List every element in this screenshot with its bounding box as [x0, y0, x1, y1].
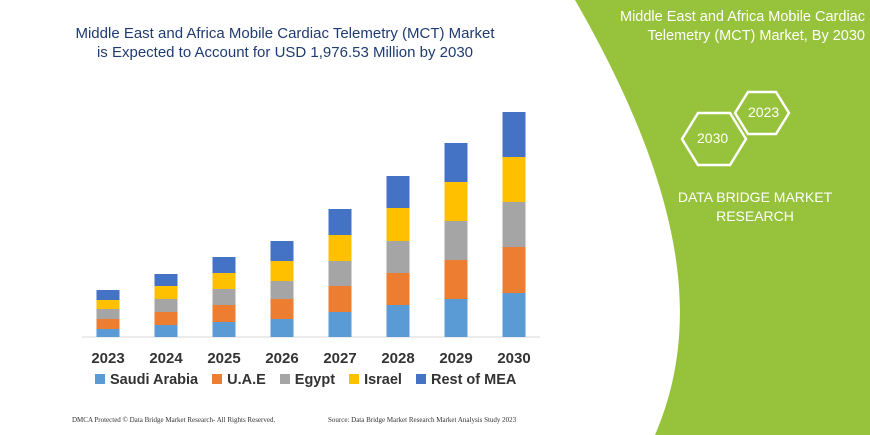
brand-line-2: RESEARCH	[716, 208, 794, 224]
bar-2027-saudi-arabia	[328, 312, 352, 337]
green-panel	[575, 0, 870, 435]
legend-item: U.A.E	[212, 372, 266, 388]
panel-title-line-2: Telemetry (MCT) Market, By 2030	[647, 28, 865, 44]
bar-2028-israel	[386, 208, 410, 241]
title-line-2: is Expected to Account for USD 1,976.53 …	[96, 44, 474, 61]
bar-2029-saudi-arabia	[444, 299, 468, 337]
bar-2029-u-a-e	[444, 260, 468, 299]
x-tick-label: 2024	[149, 350, 183, 367]
title-line-1: Middle East and Africa Mobile Cardiac Te…	[75, 25, 495, 42]
bar-2026-egypt	[270, 281, 294, 299]
hexagon-2030	[680, 111, 748, 167]
bar-2028-rest-of-mea	[386, 176, 410, 208]
bar-2027-egypt	[328, 261, 352, 286]
panel-title-line-1: Middle East and Africa Mobile Cardiac	[619, 9, 865, 25]
legend-swatch	[349, 374, 360, 384]
bar-2030-rest-of-mea	[502, 112, 526, 157]
bar-2027-u-a-e	[328, 286, 352, 312]
bar-2029-israel	[444, 182, 468, 221]
legend-label: Rest of MEA	[430, 372, 517, 388]
x-tick-label: 2030	[497, 350, 530, 367]
bar-2023-egypt	[96, 309, 120, 319]
bar-2028-egypt	[386, 241, 410, 273]
panel-title: Middle East and Africa Mobile Cardiac Te…	[600, 8, 865, 46]
bar-2027-rest-of-mea	[328, 209, 352, 235]
legend-label: Egypt	[294, 372, 336, 388]
legend-label: Israel	[364, 372, 402, 388]
bar-2025-israel	[212, 273, 236, 289]
bar-2024-rest-of-mea	[154, 274, 178, 286]
bar-2024-u-a-e	[154, 312, 178, 325]
bar-2023-saudi-arabia	[96, 329, 120, 337]
x-tick-label: 2028	[381, 350, 414, 367]
legend-swatch	[415, 374, 426, 384]
hex-label-2030: 2030	[697, 130, 729, 146]
legend-item: Egypt	[279, 372, 336, 388]
bar-2023-u-a-e	[96, 319, 120, 329]
x-tick-label: 2027	[323, 350, 356, 367]
x-tick-label: 2026	[265, 350, 298, 367]
bar-2030-saudi-arabia	[502, 293, 526, 337]
bar-2025-u-a-e	[212, 305, 236, 322]
brand-line-1: DATA BRIDGE MARKET	[677, 189, 833, 205]
bar-2029-egypt	[444, 221, 468, 260]
legend-swatch	[212, 374, 223, 384]
bar-2028-u-a-e	[386, 273, 410, 305]
bar-2023-israel	[96, 300, 120, 309]
bar-2030-egypt	[502, 202, 526, 247]
bars	[96, 112, 526, 337]
bar-2023-rest-of-mea	[96, 290, 120, 300]
legend-swatch	[95, 374, 105, 384]
hexagon-2023	[733, 90, 791, 136]
legend-item: Rest of MEA	[415, 372, 517, 388]
x-tick-label: 2023	[91, 350, 124, 367]
bar-2025-egypt	[212, 289, 236, 305]
bar-2024-egypt	[154, 299, 178, 312]
x-tick-label: 2029	[439, 350, 472, 367]
footer-source: Source: Data Bridge Market Research Mark…	[328, 416, 517, 424]
footer-copyright: DMCA Protected © Data Bridge Market Rese…	[72, 416, 276, 424]
hex-label-2023: 2023	[748, 104, 780, 120]
chart-title: Middle East and Africa Mobile Cardiac Te…	[60, 24, 510, 62]
legend-label: Saudi Arabia	[110, 372, 199, 388]
brand-text: DATA BRIDGE MARKET RESEARCH	[660, 188, 850, 226]
x-tick-label: 2025	[207, 350, 240, 367]
bar-2026-israel	[270, 261, 294, 281]
bar-2028-saudi-arabia	[386, 305, 410, 337]
bar-2026-saudi-arabia	[270, 319, 294, 337]
legend-label: U.A.E	[227, 372, 266, 388]
legend-item: Israel	[349, 372, 402, 388]
bar-2027-israel	[328, 235, 352, 261]
bar-2026-rest-of-mea	[270, 241, 294, 261]
bar-2029-rest-of-mea	[444, 143, 468, 182]
bar-2030-u-a-e	[502, 247, 526, 293]
bar-2025-rest-of-mea	[212, 257, 236, 273]
bar-2024-saudi-arabia	[154, 325, 178, 337]
x-tick-labels: 2023 2024 2025 2026 2027 2028 2029 2030	[91, 350, 530, 367]
bar-2030-israel	[502, 157, 526, 202]
legend-item: Saudi Arabia	[95, 372, 198, 388]
legend-swatch	[279, 374, 290, 384]
bar-2025-saudi-arabia	[212, 322, 236, 337]
bar-2024-israel	[154, 286, 178, 299]
bar-2026-u-a-e	[270, 299, 294, 319]
legend: Saudi Arabia U.A.E Egypt Israel Rest of MEA	[95, 372, 516, 388]
